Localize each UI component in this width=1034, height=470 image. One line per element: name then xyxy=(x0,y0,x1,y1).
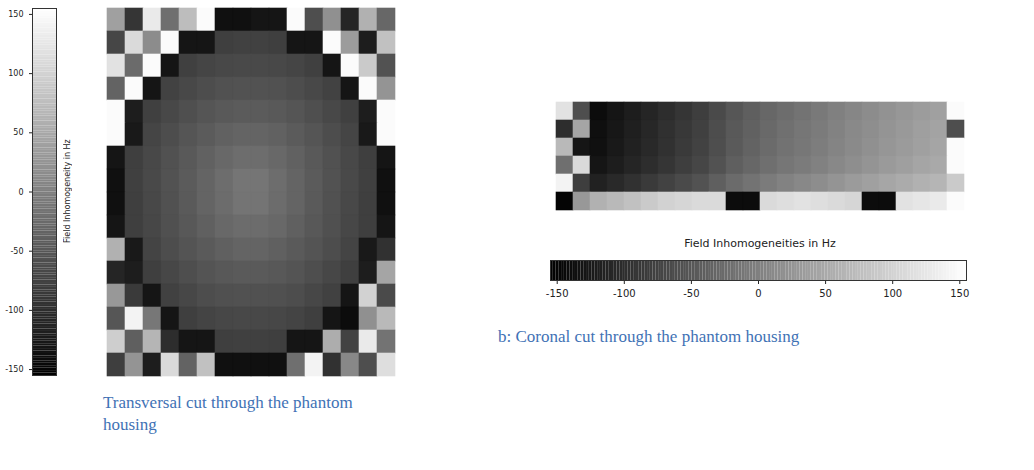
svg-text:-150: -150 xyxy=(546,288,569,299)
html-text:Field Inhomogeneity in Hz: Field Inhomogeneity in Hz xyxy=(63,139,72,244)
html-text:b: Coronal cut through the pha: b: Coronal cut through the phantom housi… xyxy=(498,327,800,346)
svg-text:150: 150 xyxy=(950,288,969,299)
html-text:Transversal cut through the ph: Transversal cut through the phantom hous… xyxy=(103,393,353,434)
svg-text:-50: -50 xyxy=(10,247,23,256)
html-text:Field Inhomogeneities in Hz: Field Inhomogeneities in Hz xyxy=(684,237,836,250)
svg-text:0: 0 xyxy=(18,188,23,197)
svg-text:50: 50 xyxy=(13,128,23,137)
svg-text:-100: -100 xyxy=(613,288,636,299)
svg-text:-150: -150 xyxy=(5,365,23,374)
svg-text:100: 100 xyxy=(8,69,23,78)
svg-text:0: 0 xyxy=(755,288,761,299)
svg-text:-50: -50 xyxy=(683,288,699,299)
svg-text:150: 150 xyxy=(8,10,23,19)
svg-text:-100: -100 xyxy=(5,306,23,315)
svg-text:50: 50 xyxy=(819,288,832,299)
svg-text:100: 100 xyxy=(883,288,902,299)
